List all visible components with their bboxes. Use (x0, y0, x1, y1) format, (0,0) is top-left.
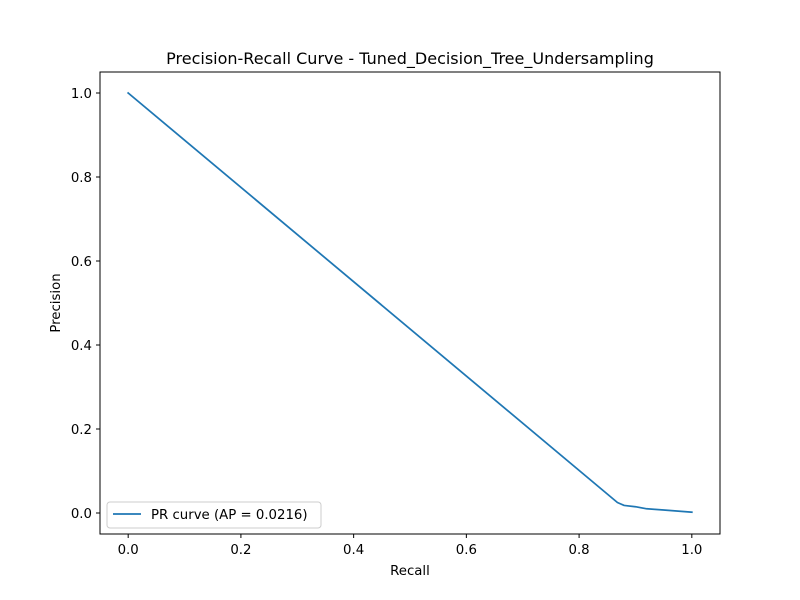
axes-frame (99, 71, 721, 535)
y-tick-label: 0.4 (71, 339, 92, 354)
y-tick-label: 1.0 (71, 87, 92, 102)
x-tick-label: 0.8 (569, 543, 590, 558)
x-tick-label: 0.4 (343, 543, 364, 558)
legend-label: PR curve (AP = 0.0216) (151, 508, 308, 523)
axis-ticks: 0.0 0.2 0.4 0.6 0.8 1.0 0.0 0.2 0.4 0.6 0.8 1.0 (71, 87, 703, 558)
series-line (126, 91, 693, 514)
plot-area (126, 91, 693, 514)
legend: PR curve (AP = 0.0216) (106, 501, 322, 529)
y-tick-label: 0.8 (71, 171, 92, 186)
x-tick-label: 0.6 (456, 543, 477, 558)
legend-box (106, 501, 322, 529)
x-tick-label: 0.0 (118, 543, 139, 558)
x-axis-label: Recall (390, 564, 430, 579)
y-tick-label: 0.2 (71, 423, 92, 438)
y-axis-label: Precision (49, 273, 64, 332)
y-tick-label: 0.0 (71, 507, 92, 522)
chart-title: Precision-Recall Curve - Tuned_Decision_… (166, 49, 654, 69)
x-tick-label: 1.0 (681, 543, 702, 558)
y-tick-label: 0.6 (71, 255, 92, 270)
x-tick-label: 0.2 (230, 543, 251, 558)
